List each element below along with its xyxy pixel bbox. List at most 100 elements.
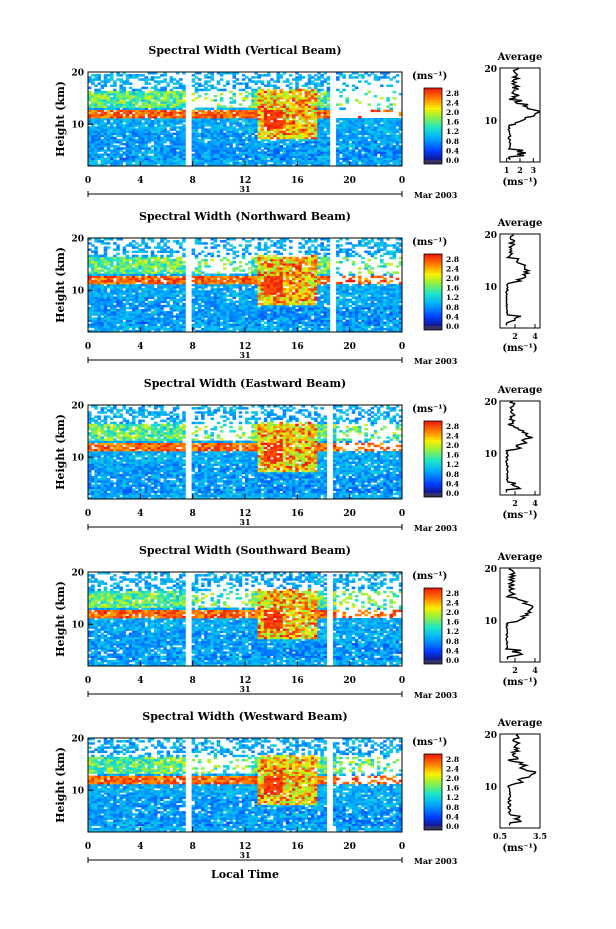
average-x-tick-label: 2 (512, 665, 518, 675)
colorbar-tick-label: 0.0 (446, 156, 459, 165)
average-y-tick-label: 10 (484, 283, 497, 293)
colorbar-tick-label: 1.2 (446, 627, 459, 636)
x-tick-label: 4 (137, 842, 143, 852)
y-tick-label: 20 (71, 69, 84, 79)
x-tick-label: 0 (85, 676, 91, 686)
x-tick-label: 16 (291, 842, 304, 852)
y-tick-label: 20 (71, 235, 84, 245)
colorbar-unit: (ms⁻¹) (412, 71, 447, 82)
x-tick-label: 0 (85, 509, 91, 519)
heatmap-cells (88, 572, 402, 666)
y-tick-label: 10 (71, 287, 84, 297)
panel-title: Spectral Width (Vertical Beam) (148, 44, 341, 57)
average-x-tick-label: 3 (531, 165, 537, 175)
colorbar: 2.82.42.01.61.20.80.40.0 (424, 421, 459, 498)
panels: Spectral Width (Vertical Beam) Height (km… (54, 44, 547, 866)
y-axis-label: Height (km) (54, 247, 67, 323)
x-tick-label: 16 (291, 176, 304, 186)
average-x-label: (ms⁻¹) (502, 843, 537, 854)
colorbar-tick-label: 2.8 (446, 422, 459, 431)
average-y-tick-label: 20 (484, 398, 497, 408)
average-x-tick-label: 2 (512, 498, 518, 508)
panel-title: Spectral Width (Southward Beam) (139, 544, 351, 557)
average-profile-line (506, 401, 533, 492)
x-tick-label: 8 (190, 509, 196, 519)
average-y-tick-label: 20 (484, 565, 497, 575)
panel-3: Spectral Width (Eastward Beam) Height (km… (54, 377, 542, 533)
date-label: Mar 2003 (414, 523, 458, 533)
x-tick-label: 0 (399, 509, 405, 519)
panel-title: Spectral Width (Westward Beam) (142, 710, 347, 723)
y-tick-label: 10 (71, 454, 84, 464)
colorbar-tick-label: 0.8 (446, 470, 459, 479)
average-title: Average (497, 718, 543, 729)
colorbar-tick-label: 2.8 (446, 755, 459, 764)
colorbar-tick-label: 2.8 (446, 589, 459, 598)
panel-title: Spectral Width (Northward Beam) (139, 210, 351, 223)
average-x-tick-label: 3.5 (533, 831, 547, 841)
colorbar-tick-label: 2.8 (446, 89, 459, 98)
average-x-tick-label: 0.5 (493, 831, 507, 841)
colorbar-tick-label: 2.0 (446, 774, 459, 783)
average-y-tick-label: 10 (484, 783, 497, 793)
colorbar-tick-label: 2.8 (446, 255, 459, 264)
day-label: 31 (239, 184, 250, 194)
x-tick-label: 4 (137, 176, 143, 186)
colorbar-tick-label: 2.4 (446, 598, 459, 607)
colorbar-tick-label: 2.4 (446, 98, 459, 107)
panel-title: Spectral Width (Eastward Beam) (144, 377, 346, 390)
colorbar: 2.82.42.01.61.20.80.40.0 (424, 88, 459, 165)
average-y-tick-label: 10 (484, 617, 497, 627)
colorbar-tick-label: 0.4 (446, 479, 459, 488)
average-x-tick-label: 4 (532, 331, 538, 341)
date-label: Mar 2003 (414, 856, 458, 866)
average-x-label: (ms⁻¹) (502, 177, 537, 188)
colorbar-unit: (ms⁻¹) (412, 571, 447, 582)
colorbar-tick-label: 0.0 (446, 322, 459, 331)
colorbar-tick-label: 1.2 (446, 293, 459, 302)
colorbar-tick-label: 2.0 (446, 441, 459, 450)
date-label: Mar 2003 (414, 690, 458, 700)
y-axis-label: Height (km) (54, 747, 67, 823)
colorbar-tick-label: 2.0 (446, 108, 459, 117)
x-tick-label: 16 (291, 676, 304, 686)
colorbar-tick-label: 1.6 (446, 284, 459, 293)
average-title: Average (497, 52, 543, 63)
average-y-tick-label: 10 (484, 450, 497, 460)
x-tick-label: 0 (85, 176, 91, 186)
day-label: 31 (239, 850, 250, 860)
colorbar-tick-label: 0.0 (446, 656, 459, 665)
colorbar-tick-label: 1.6 (446, 118, 459, 127)
colorbar-tick-label: 1.6 (446, 451, 459, 460)
average-title: Average (497, 385, 543, 396)
colorbar-tick-label: 0.4 (446, 646, 459, 655)
y-axis-label: Height (km) (54, 81, 67, 157)
average-x-label: (ms⁻¹) (502, 343, 537, 354)
x-tick-label: 20 (343, 176, 356, 186)
colorbar-unit: (ms⁻¹) (412, 737, 447, 748)
colorbar-tick-label: 0.8 (446, 137, 459, 146)
y-axis-label: Height (km) (54, 414, 67, 490)
colorbar-tick-label: 2.0 (446, 274, 459, 283)
x-tick-label: 0 (85, 342, 91, 352)
colorbar-tick-label: 0.8 (446, 637, 459, 646)
heatmap-cells (88, 405, 402, 499)
colorbar-tick-label: 1.2 (446, 127, 459, 136)
average-y-tick-label: 20 (484, 231, 497, 241)
average-x-tick-label: 2 (517, 165, 523, 175)
average-title: Average (497, 552, 543, 563)
colorbar-tick-label: 0.8 (446, 803, 459, 812)
average-profile-line (508, 68, 539, 159)
colorbar-tick-label: 0.0 (446, 489, 459, 498)
heatmap-cells (88, 72, 402, 166)
date-label: Mar 2003 (414, 356, 458, 366)
y-tick-label: 10 (71, 621, 84, 631)
panel-4: Spectral Width (Southward Beam) Height (k… (54, 544, 542, 700)
heatmap-cells (88, 738, 402, 832)
y-axis-label: Height (km) (54, 581, 67, 657)
y-tick-label: 10 (71, 121, 84, 131)
colorbar-tick-label: 1.2 (446, 460, 459, 469)
average-profile-line (506, 234, 529, 325)
average-x-label: (ms⁻¹) (502, 677, 537, 688)
average-title: Average (497, 218, 543, 229)
